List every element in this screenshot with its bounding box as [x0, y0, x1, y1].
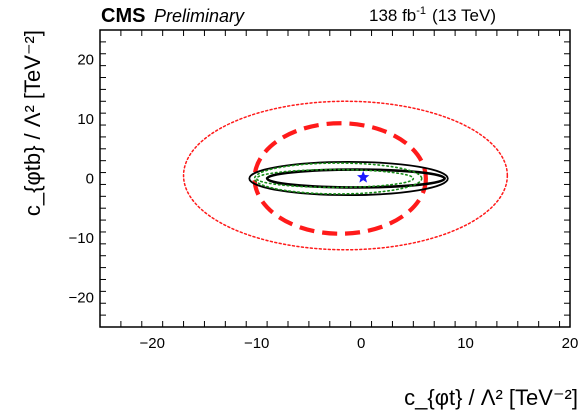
contour-green-dotted-inner — [255, 168, 415, 189]
x-tick-label: 0 — [357, 335, 365, 352]
x-tick-label: 20 — [562, 335, 579, 352]
y-tick-label: −20 — [69, 289, 94, 306]
preliminary-label: Preliminary — [154, 6, 245, 26]
x-tick-labels: −20 −10 0 10 20 — [139, 335, 578, 352]
x-tick-label: −20 — [139, 335, 164, 352]
x-tick-label: −10 — [244, 335, 269, 352]
x-tick-label: 10 — [457, 335, 474, 352]
contours-layer — [182, 100, 509, 251]
y-tick-labels: −20 −10 0 10 20 — [69, 52, 94, 307]
y-tick-label: 10 — [77, 111, 94, 128]
cms-label: CMS — [101, 5, 145, 27]
contour-red-dotted-outer — [182, 100, 509, 251]
lumi-exponent: -1 — [416, 5, 426, 17]
y-tick-label: 0 — [86, 171, 94, 188]
y-axis-title: c_{φtb} / Λ² [TeV⁻²] — [20, 30, 45, 216]
contour-green-dotted-outer — [253, 162, 423, 195]
plot-frame — [99, 29, 571, 328]
lumi-value: 138 fb — [369, 6, 416, 25]
best-fit-star — [357, 170, 370, 183]
contour-black-solid-outer — [248, 160, 449, 197]
y-tick-label: 20 — [77, 52, 94, 69]
contour-red-dashed — [252, 121, 428, 236]
luminosity-label: 138 fb-1 (13 TeV) — [369, 5, 496, 25]
contour-black-solid-inner — [265, 168, 446, 189]
y-tick-label: −10 — [69, 230, 94, 247]
energy-label: (13 TeV) — [432, 6, 496, 25]
x-axis-title: c_{φt} / Λ² [TeV⁻²] — [404, 385, 578, 410]
ticks-layer — [99, 29, 570, 328]
